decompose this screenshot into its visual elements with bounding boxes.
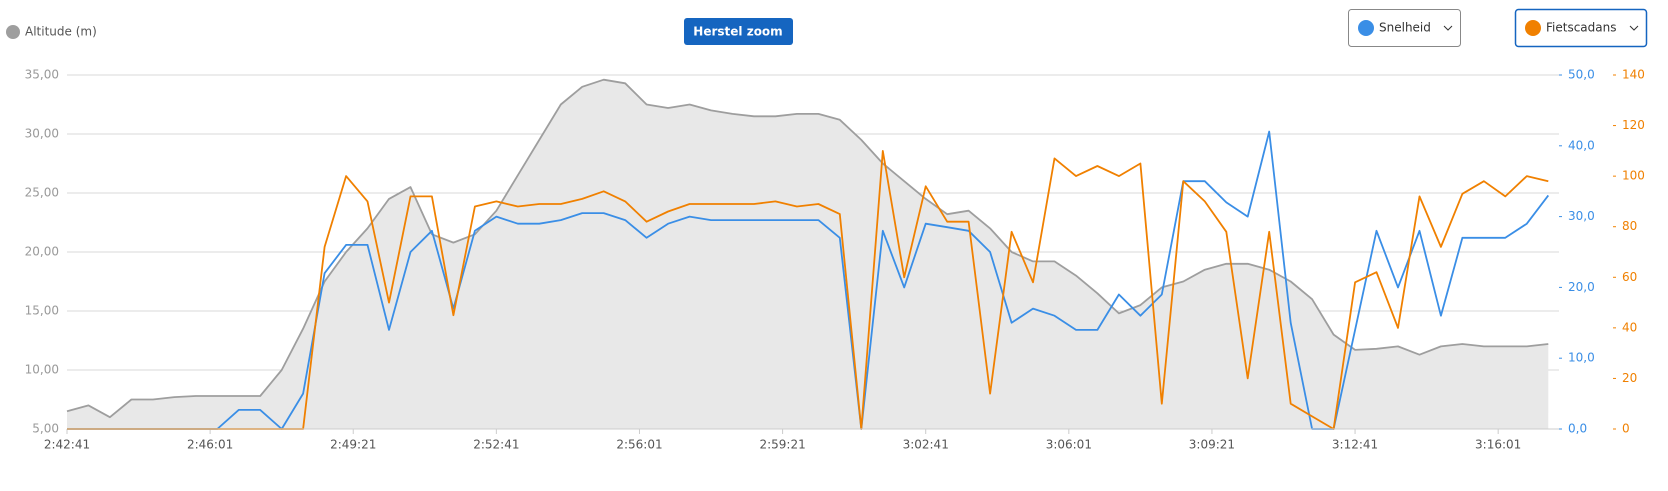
x-tick-label: 3:09:21: [1189, 438, 1235, 452]
legend-dot: [6, 25, 20, 39]
dropdown-caret: [1443, 25, 1453, 31]
area: [67, 79, 1549, 429]
dropdown-dot: [1525, 20, 1541, 36]
line: [67, 150, 1549, 430]
reset-zoom-button[interactable]: [684, 18, 793, 45]
dropdown-caret: [1629, 25, 1639, 31]
y2-tick-label: 30,0: [1568, 209, 1595, 223]
y3-tick-label: 80: [1622, 219, 1637, 233]
y-tick-label: 20,00: [25, 245, 59, 259]
y3-tick-label: 120: [1622, 118, 1645, 132]
line: [66, 78, 1549, 419]
x-tick-label: 2:59:21: [759, 438, 805, 452]
y-tick-label: 10,00: [25, 363, 59, 377]
x-tick-label: 2:52:41: [473, 438, 519, 452]
y2-tick-label: 40,0: [1568, 138, 1595, 152]
x-tick-label: 2:46:01: [187, 438, 233, 452]
y2-tick-label: 50,0: [1568, 68, 1595, 82]
y-tick-label: 15,00: [25, 304, 59, 318]
y2-tick-label: 20,0: [1568, 280, 1595, 294]
y-tick-label: 25,00: [25, 186, 59, 200]
x-tick-label: 2:56:01: [616, 438, 662, 452]
dropdown-dot: [1358, 20, 1374, 36]
dropdown-label[interactable]: Fietscadans: [1546, 21, 1616, 35]
x-tick-label: 3:02:41: [903, 438, 949, 452]
dropdown-label[interactable]: Snelheid: [1379, 21, 1431, 35]
y3-tick-label: 140: [1622, 68, 1645, 82]
x-tick-label: 3:12:41: [1332, 438, 1378, 452]
y-tick-label: 30,00: [25, 127, 59, 141]
x-tick-label: 2:42:41: [44, 438, 90, 452]
y2-tick-label: 10,0: [1568, 351, 1595, 365]
y2-tick-label: 0,0: [1568, 422, 1587, 436]
reset-zoom-label[interactable]: Herstel zoom: [693, 25, 782, 39]
series-dropdown[interactable]: [1514, 8, 1648, 48]
series-dropdown[interactable]: [1348, 9, 1461, 47]
y-tick-label: 35,00: [25, 68, 59, 82]
x-tick-label: 3:06:01: [1046, 438, 1092, 452]
y-tick-label: 5,00: [32, 422, 59, 436]
legend-label: Altitude (m): [25, 25, 97, 39]
y3-tick-label: 60: [1622, 270, 1637, 284]
x-tick-label: 2:49:21: [330, 438, 376, 452]
y3-tick-label: 100: [1622, 169, 1645, 183]
y3-tick-label: 0: [1622, 422, 1630, 436]
y3-tick-label: 40: [1622, 320, 1637, 334]
y3-tick-label: 20: [1622, 371, 1637, 385]
x-tick-label: 3:16:01: [1475, 438, 1521, 452]
